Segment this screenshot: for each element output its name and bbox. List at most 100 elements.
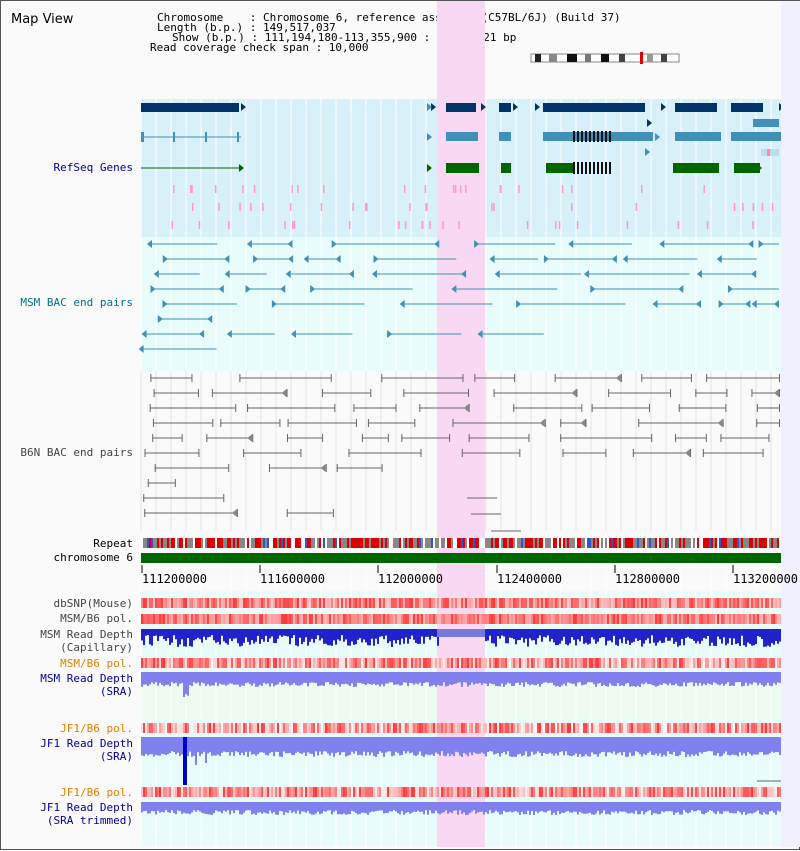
heat-cell bbox=[489, 598, 491, 608]
gene-block bbox=[675, 103, 717, 112]
bac-end-mark bbox=[468, 434, 470, 442]
heat-cell bbox=[383, 614, 385, 624]
depth-bar bbox=[609, 629, 611, 641]
heat-cell bbox=[449, 787, 451, 797]
repeat-mark bbox=[733, 538, 735, 548]
depth-bar bbox=[243, 802, 245, 813]
heat-cell bbox=[471, 658, 473, 668]
depth-bar bbox=[565, 737, 567, 752]
bac-end-mark bbox=[287, 419, 289, 427]
bac-end-mark bbox=[331, 240, 337, 248]
bac-end-mark bbox=[197, 389, 199, 397]
depth-bar bbox=[401, 672, 403, 686]
depth-bar bbox=[371, 629, 373, 639]
depth-bar bbox=[305, 629, 307, 638]
heat-cell bbox=[327, 723, 329, 733]
heat-cell bbox=[231, 658, 233, 668]
depth-bar bbox=[187, 672, 189, 696]
depth-bar bbox=[667, 672, 669, 686]
heat-cell bbox=[219, 614, 221, 624]
depth-bar bbox=[409, 802, 411, 814]
pseudogene-mark bbox=[499, 185, 502, 193]
depth-bar bbox=[779, 802, 781, 812]
heat-cell bbox=[721, 723, 723, 733]
repeat-mark bbox=[507, 538, 509, 548]
heat-cell bbox=[179, 614, 181, 624]
depth-bar bbox=[317, 802, 319, 812]
heat-cell bbox=[437, 614, 439, 624]
heat-cell bbox=[199, 787, 201, 797]
heat-cell bbox=[269, 614, 271, 624]
depth-bar bbox=[523, 737, 525, 756]
repeat-mark bbox=[205, 538, 207, 548]
depth-bar bbox=[335, 672, 337, 683]
heat-cell bbox=[151, 787, 153, 797]
pseudogene-mark bbox=[398, 221, 400, 229]
heat-cell bbox=[739, 723, 741, 733]
depth-bar bbox=[757, 802, 759, 811]
depth-bar bbox=[141, 672, 143, 687]
repeat-mark bbox=[369, 538, 371, 548]
depth-bar bbox=[695, 802, 697, 812]
heat-cell bbox=[269, 658, 271, 668]
depth-bar bbox=[509, 672, 511, 684]
repeat-mark bbox=[689, 538, 691, 548]
heat-cell bbox=[419, 614, 421, 624]
depth-bar bbox=[627, 629, 629, 641]
heat-cell bbox=[705, 658, 707, 668]
depth-bar bbox=[187, 802, 189, 814]
heat-cell bbox=[221, 787, 223, 797]
heat-cell bbox=[145, 614, 147, 624]
depth-bar bbox=[503, 629, 505, 637]
heat-cell bbox=[617, 658, 619, 668]
heat-cell bbox=[753, 598, 755, 608]
depth-bar bbox=[725, 802, 727, 812]
heat-cell bbox=[373, 614, 375, 624]
heat-cell bbox=[511, 787, 513, 797]
heat-cell bbox=[263, 787, 265, 797]
heat-cell bbox=[307, 723, 309, 733]
depth-bar bbox=[269, 672, 271, 687]
repeat-mark bbox=[695, 538, 697, 548]
depth-bar bbox=[483, 672, 485, 684]
repeat-mark bbox=[431, 538, 433, 548]
gene-exon bbox=[597, 131, 599, 142]
repeat-mark bbox=[647, 538, 649, 548]
depth-bar bbox=[625, 629, 627, 644]
heat-cell bbox=[305, 723, 307, 733]
depth-bar bbox=[711, 802, 713, 811]
heat-cell bbox=[473, 614, 475, 624]
heat-cell bbox=[683, 658, 685, 668]
heat-cell bbox=[439, 614, 441, 624]
heat-cell bbox=[553, 723, 555, 733]
heat-cell bbox=[445, 787, 447, 797]
repeat-mark bbox=[601, 538, 603, 548]
heat-cell bbox=[205, 658, 207, 668]
depth-bar bbox=[735, 737, 737, 756]
heat-cell bbox=[531, 598, 533, 608]
depth-bar bbox=[753, 672, 755, 683]
heat-cell bbox=[343, 723, 345, 733]
heat-cell bbox=[691, 658, 693, 668]
heat-cell bbox=[605, 787, 607, 797]
depth-bar bbox=[617, 802, 619, 814]
pseudogene-mark bbox=[491, 203, 493, 211]
depth-bar bbox=[221, 737, 223, 753]
heat-cell bbox=[641, 598, 643, 608]
depth-bar bbox=[141, 737, 143, 756]
pseudogene-mark bbox=[571, 185, 573, 193]
heat-cell bbox=[643, 787, 645, 797]
repeat-mark bbox=[581, 538, 583, 548]
gene-exon bbox=[597, 162, 599, 174]
heat-cell bbox=[309, 787, 311, 797]
heat-cell bbox=[307, 787, 309, 797]
bac-end-mark bbox=[239, 374, 241, 382]
heat-cell bbox=[359, 787, 361, 797]
heat-cell bbox=[295, 787, 297, 797]
depth-bar bbox=[417, 802, 419, 811]
heat-cell bbox=[755, 658, 757, 668]
depth-bar bbox=[279, 629, 281, 636]
depth-bar bbox=[605, 802, 607, 815]
heat-cell bbox=[771, 614, 773, 624]
